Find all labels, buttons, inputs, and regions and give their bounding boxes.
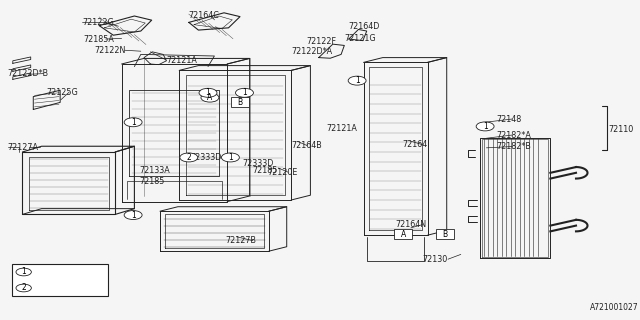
Text: 72185B*A: 72185B*A [40, 268, 80, 276]
Text: 72125G: 72125G [46, 88, 78, 97]
Text: 1: 1 [131, 211, 136, 220]
Text: A: A [207, 93, 212, 102]
FancyBboxPatch shape [231, 98, 249, 107]
Text: 72185: 72185 [253, 166, 278, 175]
Text: 72333D: 72333D [191, 153, 222, 162]
Text: 2: 2 [186, 153, 191, 162]
FancyBboxPatch shape [394, 229, 412, 239]
Text: 72164I: 72164I [402, 140, 429, 149]
Text: 72122N: 72122N [95, 46, 126, 55]
Text: 72333D: 72333D [242, 159, 273, 168]
Text: 1: 1 [205, 88, 211, 97]
Text: 72185B*C: 72185B*C [40, 284, 80, 292]
Text: 72110: 72110 [608, 125, 633, 134]
Circle shape [199, 88, 217, 97]
Text: 72164N: 72164N [396, 220, 427, 229]
Text: 1: 1 [242, 88, 247, 97]
Circle shape [221, 153, 239, 162]
Text: 72148: 72148 [496, 115, 521, 124]
Text: 1: 1 [483, 122, 488, 131]
Circle shape [348, 76, 366, 85]
Text: A721001027: A721001027 [590, 303, 639, 312]
Text: 1: 1 [228, 153, 233, 162]
Text: A: A [401, 230, 406, 239]
Text: 72120E: 72120E [268, 168, 298, 177]
Text: 72130: 72130 [422, 255, 447, 264]
Text: 1: 1 [131, 118, 136, 127]
Text: 72185: 72185 [140, 177, 165, 186]
Circle shape [180, 153, 198, 162]
Text: 72164D: 72164D [349, 22, 380, 31]
Text: 72127B: 72127B [225, 236, 256, 245]
Text: 72122D*A: 72122D*A [291, 47, 332, 56]
Circle shape [124, 118, 142, 127]
Circle shape [476, 122, 494, 131]
Text: 72121A: 72121A [326, 124, 357, 133]
Text: 1: 1 [355, 76, 360, 85]
Text: 72121G: 72121G [344, 34, 376, 43]
Text: 72122D*B: 72122D*B [8, 69, 49, 78]
Circle shape [124, 211, 142, 220]
Text: 72133A: 72133A [140, 166, 170, 175]
Text: 72185A: 72185A [83, 35, 114, 44]
Text: 72127A: 72127A [8, 143, 38, 152]
Text: 2: 2 [21, 284, 26, 292]
FancyBboxPatch shape [12, 264, 108, 296]
Text: B: B [237, 98, 243, 107]
FancyBboxPatch shape [436, 229, 454, 239]
Text: 72121A: 72121A [166, 56, 197, 65]
Circle shape [16, 268, 31, 276]
Text: 72182*A: 72182*A [496, 131, 531, 140]
Text: 72164B: 72164B [291, 141, 322, 150]
Circle shape [201, 93, 219, 102]
Text: 1: 1 [21, 268, 26, 276]
Text: 72164C: 72164C [189, 11, 220, 20]
Circle shape [236, 88, 253, 97]
Text: 72122G: 72122G [82, 18, 114, 27]
Text: B: B [442, 230, 447, 239]
Text: 72182*B: 72182*B [496, 142, 531, 151]
Circle shape [16, 284, 31, 292]
Text: 72122F: 72122F [306, 37, 336, 46]
